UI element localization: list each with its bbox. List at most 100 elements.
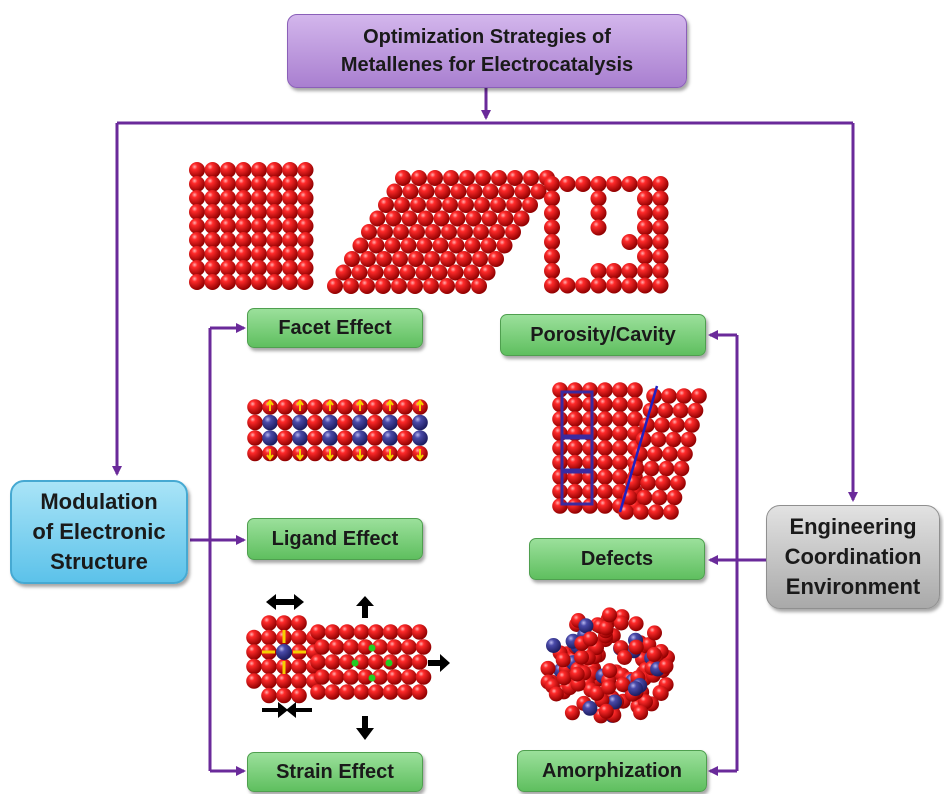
host-atom bbox=[590, 219, 607, 236]
host-atom bbox=[307, 399, 323, 415]
host-atom bbox=[661, 388, 677, 404]
host-atom bbox=[443, 170, 459, 186]
host-atom bbox=[282, 232, 298, 248]
host-atom bbox=[497, 210, 514, 227]
host-atom bbox=[415, 669, 432, 685]
host-atom bbox=[386, 669, 403, 685]
host-atom bbox=[590, 190, 607, 207]
host-atom bbox=[488, 251, 504, 267]
host-atom bbox=[314, 669, 330, 685]
host-atom bbox=[401, 639, 417, 655]
host-atom bbox=[339, 654, 355, 670]
host-atom bbox=[637, 205, 653, 221]
host-atom bbox=[276, 615, 292, 631]
ligand-arrow bbox=[326, 399, 334, 411]
host-atom bbox=[658, 658, 674, 674]
host-atom bbox=[590, 205, 607, 221]
host-atom bbox=[481, 210, 498, 227]
host-atom bbox=[621, 176, 638, 192]
facet-square-lattice bbox=[189, 162, 314, 290]
host-atom bbox=[204, 190, 221, 206]
defects-lattice bbox=[552, 382, 707, 520]
host-atom bbox=[328, 669, 345, 685]
host-atom bbox=[627, 382, 643, 398]
host-atom bbox=[637, 277, 653, 294]
host-atom bbox=[455, 278, 471, 294]
host-atom bbox=[637, 263, 653, 279]
host-atom bbox=[432, 237, 449, 254]
host-atom bbox=[291, 629, 307, 646]
host-atom bbox=[597, 440, 613, 456]
host-atom bbox=[507, 170, 523, 186]
host-atom bbox=[307, 430, 323, 446]
host-atom bbox=[392, 251, 408, 267]
host-atom bbox=[627, 396, 643, 413]
atomic-illustrations bbox=[189, 162, 707, 724]
host-atom bbox=[266, 274, 283, 290]
host-atom bbox=[636, 489, 653, 506]
host-atom bbox=[657, 402, 674, 419]
host-atom bbox=[343, 669, 359, 685]
host-atom bbox=[282, 190, 298, 206]
strain-effect-box: Strain Effect bbox=[247, 752, 423, 792]
title-line-2: Metallenes for Electrocatalysis bbox=[340, 54, 634, 76]
connectors bbox=[112, 88, 858, 776]
host-atom bbox=[297, 162, 314, 178]
host-atom bbox=[204, 274, 221, 290]
host-atom bbox=[615, 677, 631, 693]
host-atom bbox=[297, 190, 314, 206]
host-atom bbox=[523, 170, 539, 186]
host-atom bbox=[582, 483, 598, 500]
host-atom bbox=[425, 224, 441, 240]
host-atom bbox=[291, 687, 307, 704]
host-atom bbox=[556, 670, 572, 686]
host-atom bbox=[367, 399, 383, 415]
host-atom bbox=[567, 440, 583, 456]
guest-atom bbox=[292, 414, 308, 431]
host-atom bbox=[368, 237, 385, 254]
host-atom bbox=[676, 388, 692, 404]
host-atom bbox=[204, 232, 221, 248]
host-atom bbox=[490, 197, 506, 213]
host-atom bbox=[297, 232, 314, 248]
grain-boundary-line bbox=[618, 385, 659, 513]
host-atom bbox=[357, 669, 374, 685]
host-atom bbox=[582, 631, 598, 647]
host-atom bbox=[606, 263, 622, 279]
host-atom bbox=[277, 399, 293, 415]
right-category-line-2: Coordination bbox=[784, 544, 922, 569]
dislocation-box bbox=[560, 436, 594, 474]
host-atom bbox=[247, 430, 263, 446]
guest-atom bbox=[352, 430, 368, 446]
host-atom bbox=[327, 278, 343, 294]
host-atom bbox=[613, 615, 629, 631]
host-atom bbox=[401, 210, 418, 227]
host-atom bbox=[266, 190, 283, 206]
host-atom bbox=[567, 382, 583, 398]
host-atom bbox=[637, 190, 653, 207]
right-category-line-1: Engineering bbox=[789, 514, 917, 539]
host-atom bbox=[266, 204, 283, 220]
host-atom bbox=[235, 232, 252, 248]
host-atom bbox=[297, 176, 314, 192]
host-atom bbox=[251, 190, 267, 206]
host-atom bbox=[597, 498, 613, 514]
dislocation-box bbox=[560, 390, 594, 438]
host-atom bbox=[251, 274, 267, 290]
host-atom bbox=[464, 237, 481, 254]
host-atom bbox=[297, 204, 314, 220]
host-atom bbox=[266, 176, 283, 192]
host-atom bbox=[598, 620, 614, 636]
strain-site bbox=[351, 659, 359, 667]
host-atom bbox=[651, 489, 668, 506]
host-atom bbox=[282, 260, 298, 276]
host-atom bbox=[251, 260, 267, 276]
host-atom bbox=[582, 396, 598, 413]
host-atom bbox=[189, 190, 205, 206]
host-atom bbox=[411, 654, 428, 670]
guest-atom bbox=[322, 430, 338, 446]
host-atom bbox=[251, 176, 267, 192]
host-atom bbox=[582, 440, 598, 456]
host-atom bbox=[652, 263, 669, 279]
